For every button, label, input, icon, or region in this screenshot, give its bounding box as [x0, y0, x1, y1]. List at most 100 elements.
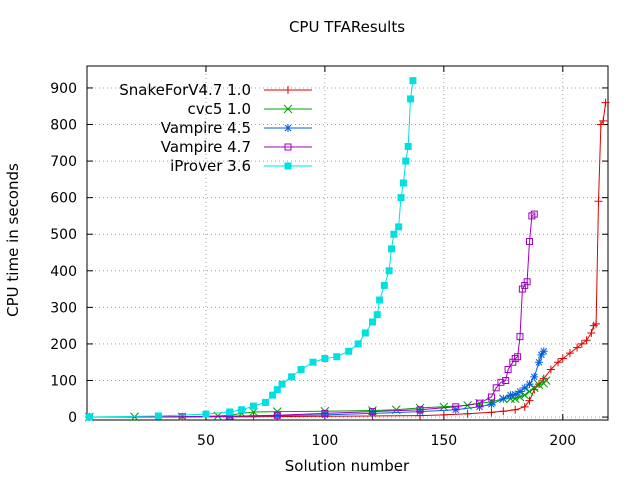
- data-point: [261, 398, 269, 406]
- data-point: [416, 407, 425, 416]
- data-point: [284, 86, 292, 94]
- data-point: [288, 373, 296, 381]
- data-point: [525, 380, 534, 389]
- data-point: [506, 391, 515, 400]
- data-point: [250, 402, 258, 410]
- y-tick-label: 900: [50, 81, 77, 97]
- data-point: [587, 328, 596, 337]
- plot-frame: [86, 65, 609, 421]
- data-point: [397, 194, 405, 202]
- data-point: [238, 406, 246, 414]
- data-point: [492, 384, 500, 392]
- y-axis-label: CPU time in seconds: [4, 163, 22, 317]
- data-point: [530, 210, 538, 218]
- data-point: [499, 394, 508, 403]
- x-tick-label: 100: [312, 433, 339, 449]
- data-point: [273, 386, 281, 394]
- data-point: [388, 245, 396, 253]
- data-point: [514, 353, 522, 361]
- data-point: [511, 355, 519, 363]
- chart-title: CPU TFAResults: [289, 18, 405, 36]
- data-point: [592, 319, 601, 328]
- data-point: [521, 281, 529, 289]
- data-point: [404, 142, 412, 150]
- data-point: [523, 278, 531, 286]
- data-point: [284, 162, 292, 170]
- data-point: [535, 358, 544, 367]
- y-tick-label: 500: [50, 227, 77, 243]
- data-point: [499, 407, 508, 416]
- data-point: [463, 409, 472, 418]
- data-point: [385, 267, 393, 275]
- series-line: [89, 380, 547, 418]
- data-point: [154, 412, 162, 420]
- data-point: [85, 413, 93, 421]
- data-point: [395, 223, 403, 231]
- series-vampire-4-7: [85, 210, 538, 421]
- data-point: [402, 157, 410, 165]
- data-point: [525, 396, 534, 405]
- data-point: [520, 383, 529, 392]
- data-point: [273, 411, 281, 419]
- data-point: [534, 380, 544, 390]
- data-point: [354, 340, 362, 348]
- data-point: [520, 390, 530, 400]
- data-point: [504, 366, 512, 374]
- axis-ticks: 0 100 200 300 400 500 600 700 800 900 50 100 150 200: [50, 66, 608, 449]
- data-point: [278, 380, 286, 388]
- data-point: [380, 281, 388, 289]
- y-tick-label: 800: [50, 118, 77, 134]
- data-point: [368, 318, 376, 326]
- data-point: [284, 143, 292, 151]
- data-point: [573, 343, 582, 352]
- x-tick-label: 50: [197, 433, 215, 449]
- data-point: [525, 387, 534, 396]
- data-point: [509, 358, 517, 366]
- y-tick-label: 700: [50, 154, 77, 170]
- data-point: [528, 212, 536, 220]
- data-point: [407, 95, 415, 103]
- x-tick-label: 200: [549, 433, 576, 449]
- data-point: [284, 124, 292, 132]
- series-group: [85, 77, 610, 422]
- y-tick-label: 200: [50, 337, 77, 353]
- data-point: [511, 390, 520, 399]
- data-point: [309, 358, 317, 366]
- data-point: [416, 406, 424, 414]
- legend-label: SnakeForV4.7 1.0: [119, 81, 251, 99]
- data-point: [520, 402, 529, 411]
- data-point: [297, 366, 305, 374]
- data-point: [452, 403, 460, 411]
- data-point: [333, 353, 341, 361]
- data-point: [321, 409, 329, 417]
- y-tick-label: 400: [50, 264, 77, 280]
- data-point: [439, 410, 448, 419]
- data-point: [321, 355, 329, 363]
- y-tick-label: 0: [68, 410, 77, 426]
- data-point: [345, 347, 353, 355]
- data-point: [368, 408, 376, 416]
- data-point: [594, 197, 603, 206]
- data-point: [226, 408, 234, 416]
- data-point: [510, 394, 520, 404]
- data-point: [487, 408, 496, 417]
- data-point: [376, 296, 384, 304]
- x-tick-label: 150: [430, 433, 457, 449]
- data-point: [515, 387, 524, 396]
- data-point: [537, 350, 546, 359]
- data-point: [565, 349, 574, 358]
- data-point: [530, 372, 539, 381]
- legend-label: cvc5 1.0: [187, 100, 251, 118]
- data-point: [178, 413, 186, 421]
- legend-label: iProver 3.6: [170, 157, 251, 175]
- data-point: [577, 339, 586, 348]
- series-vampire-4-5: [85, 347, 548, 422]
- data-point: [409, 77, 417, 85]
- legend-label: Vampire 4.5: [161, 119, 251, 137]
- data-point: [283, 104, 293, 114]
- data-point: [390, 230, 398, 238]
- series-line: [89, 213, 535, 418]
- data-point: [516, 333, 524, 341]
